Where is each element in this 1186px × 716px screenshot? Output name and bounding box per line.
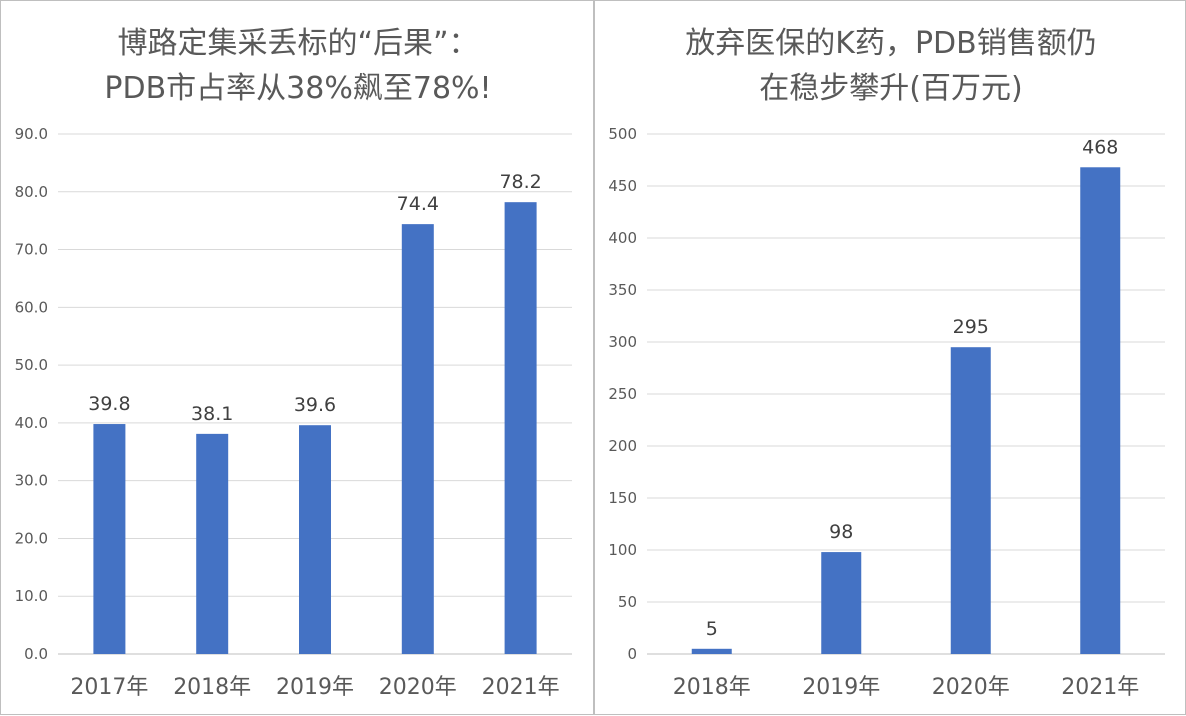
- y-tick-label: 30.0: [15, 472, 48, 490]
- x-category-label: 2019年: [276, 675, 354, 700]
- data-label: 98: [829, 521, 853, 543]
- data-label: 5: [706, 618, 718, 640]
- pdb-market-share-svg: 博路定集采丢标的“后果”： PDB市占率从38%飙至78%! 0.0 10.0 20…: [15, 26, 572, 700]
- x-category-label: 2020年: [379, 675, 457, 700]
- keytruda-sales-svg: 放弃医保的K药，PDB销售额仍 在稳步攀升(百万元) 0 50 100 150 200 2…: [608, 26, 1165, 700]
- y-tick-label: 450: [608, 177, 637, 195]
- bar: [950, 347, 991, 654]
- y-tick-label: 200: [608, 437, 637, 455]
- y-tick-label: 60.0: [15, 298, 48, 316]
- y-tick-label: 500: [608, 125, 637, 143]
- y-tick-label: 150: [608, 489, 637, 507]
- y-tick-label: 50: [618, 593, 637, 611]
- y-tick-label: 350: [608, 281, 637, 299]
- x-category-label: 2021年: [482, 675, 560, 700]
- x-category-label: 2018年: [173, 675, 251, 700]
- keytruda-sales-chart: 放弃医保的K药，PDB销售额仍 在稳步攀升(百万元) 0 50 100 150 200 2…: [594, 0, 1186, 715]
- chart-title-line-2: 在稳步攀升(百万元): [759, 71, 1022, 106]
- y-tick-label: 400: [608, 229, 637, 247]
- data-label: 74.4: [397, 193, 439, 215]
- chart-title-line-2: PDB市占率从38%飙至78%!: [104, 71, 491, 106]
- x-category-label: 2017年: [70, 675, 148, 700]
- y-tick-label: 0: [627, 645, 637, 663]
- pdb-market-share-chart: 博路定集采丢标的“后果”： PDB市占率从38%飙至78%! 0.0 10.0 20…: [0, 0, 594, 715]
- y-tick-label: 40.0: [15, 414, 48, 432]
- y-tick-label: 0.0: [24, 645, 48, 663]
- data-label: 295: [953, 316, 989, 338]
- bar: [196, 433, 229, 654]
- y-tick-label: 90.0: [15, 125, 48, 143]
- y-tick-label: 100: [608, 541, 637, 559]
- chart-title-line-1: 放弃医保的K药，PDB销售额仍: [685, 26, 1096, 61]
- data-label: 39.6: [294, 394, 336, 416]
- y-tick-label: 20.0: [15, 529, 48, 547]
- x-category-label: 2018年: [673, 675, 751, 700]
- x-category-label: 2019年: [802, 675, 880, 700]
- bar: [821, 552, 862, 654]
- y-tick-label: 250: [608, 385, 637, 403]
- x-category-label: 2021年: [1061, 675, 1139, 700]
- bar: [504, 202, 537, 654]
- data-label: 78.2: [499, 171, 541, 193]
- data-label: 468: [1082, 136, 1118, 158]
- y-tick-label: 50.0: [15, 356, 48, 374]
- chart-title-line-1: 博路定集采丢标的“后果”：: [117, 26, 478, 61]
- y-tick-label: 300: [608, 333, 637, 351]
- y-tick-label: 10.0: [15, 587, 48, 605]
- y-tick-label: 70.0: [15, 241, 48, 259]
- bar: [1080, 167, 1121, 654]
- y-tick-label: 80.0: [15, 183, 48, 201]
- bar: [401, 224, 434, 654]
- bar: [299, 425, 331, 654]
- bar: [93, 424, 126, 654]
- data-label: 38.1: [191, 403, 233, 425]
- data-label: 39.8: [88, 393, 130, 415]
- x-category-label: 2020年: [932, 675, 1010, 700]
- bar: [691, 648, 732, 654]
